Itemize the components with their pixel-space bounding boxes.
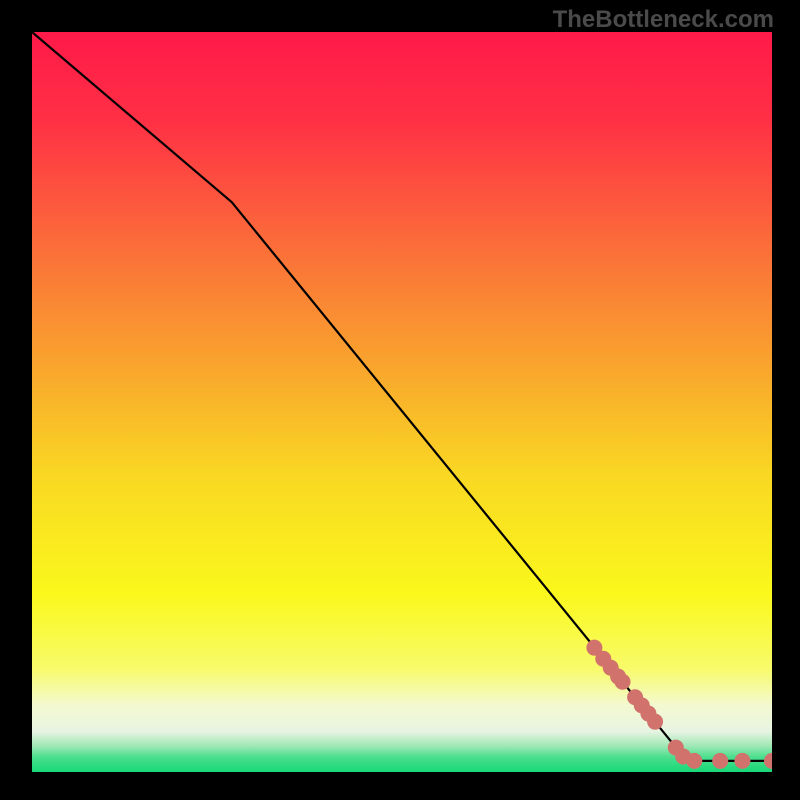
data-marker: [647, 714, 663, 730]
gradient-background: [32, 32, 772, 772]
plot-area: [32, 32, 772, 772]
data-marker: [615, 674, 631, 690]
chart-container: TheBottleneck.com: [0, 0, 800, 800]
data-marker: [686, 753, 702, 769]
chart-svg: [32, 32, 772, 772]
data-marker: [734, 753, 750, 769]
watermark-text: TheBottleneck.com: [553, 6, 774, 34]
data-marker: [712, 753, 728, 769]
